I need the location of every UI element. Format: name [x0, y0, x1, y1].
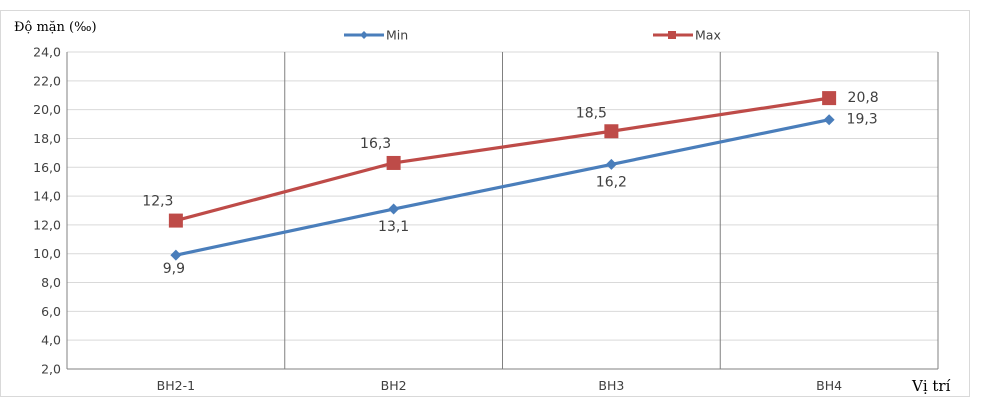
y-tick-label: 14,0: [33, 189, 61, 204]
data-label: 20,8: [848, 90, 879, 106]
data-point-max: [604, 124, 619, 139]
y-tick-label: 20,0: [33, 102, 61, 117]
y-tick-label: 12,0: [33, 217, 61, 232]
data-point-min: [170, 249, 182, 261]
y-tick-label: 10,0: [33, 246, 61, 261]
series-line-min: [175, 118, 830, 257]
x-tick-label: BH3: [598, 378, 624, 393]
data-point-min: [605, 158, 617, 170]
y-tick-label: 22,0: [33, 73, 61, 88]
data-label: 18,5: [576, 105, 607, 121]
x-tick-label: BH2: [381, 378, 407, 393]
x-axis-title: Vị trí: [911, 377, 951, 395]
y-tick-label: 16,0: [33, 160, 61, 175]
y-tick-label: 6,0: [41, 304, 61, 319]
data-point-min: [823, 114, 835, 126]
chart-border: [0, 10, 970, 397]
legend-label: Min: [386, 28, 408, 43]
y-axis-title: Độ mặn (‰): [14, 20, 97, 35]
data-point-max: [822, 91, 837, 106]
data-label: 12,3: [142, 194, 173, 210]
legend-label: Max: [695, 28, 721, 43]
x-tick-label: BH2-1: [157, 378, 195, 393]
data-label: 16,3: [360, 136, 391, 152]
x-tick-label: BH4: [816, 378, 842, 393]
y-tick-label: 18,0: [33, 131, 61, 146]
legend-marker: [668, 31, 676, 39]
series-line-max: [175, 96, 830, 223]
data-point-max: [168, 213, 183, 228]
data-point-min: [388, 203, 400, 215]
data-point-max: [386, 155, 401, 170]
legend: Min Max: [344, 28, 721, 43]
legend-marker: [360, 31, 368, 39]
y-tick-label: 2,0: [41, 362, 61, 377]
data-label: 19,3: [847, 112, 878, 128]
y-tick-label: 4,0: [41, 333, 61, 348]
y-tick-label: 24,0: [33, 45, 61, 60]
data-label: 13,1: [378, 219, 409, 235]
data-label: 16,2: [596, 174, 627, 190]
y-tick-label: 8,0: [41, 275, 61, 290]
data-label: 9,9: [163, 261, 185, 277]
